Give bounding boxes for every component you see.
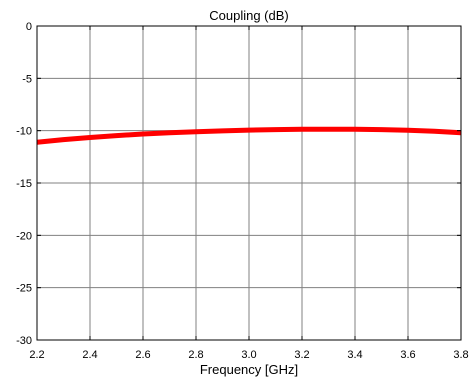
- x-axis-title: Frequency [GHz]: [200, 362, 298, 377]
- x-tick-label: 2.8: [188, 349, 203, 361]
- y-tick-label: -20: [16, 230, 32, 242]
- y-tick-label: -15: [16, 178, 32, 190]
- y-tick-label: -30: [16, 335, 32, 347]
- x-tick-label: 2.6: [135, 349, 150, 361]
- x-tick-label: 2.4: [82, 349, 97, 361]
- x-tick-label: 3.4: [347, 349, 362, 361]
- x-tick-label: 3.2: [294, 349, 309, 361]
- y-tick-label: -5: [22, 73, 32, 85]
- chart-title: Coupling (dB): [209, 8, 289, 23]
- y-tick-label: 0: [26, 21, 32, 33]
- x-tick-label: 3.6: [400, 349, 415, 361]
- axis-ticks: [36, 25, 462, 341]
- series-line: [36, 126, 462, 145]
- x-tick-label: 2.2: [29, 349, 44, 361]
- y-tick-labels: 0 -5 -10 -15 -20 -25 -30: [16, 21, 32, 347]
- y-tick-label: -10: [16, 126, 32, 138]
- x-tick-label: 3.8: [453, 349, 468, 361]
- grid: [37, 26, 461, 340]
- x-tick-labels: 2.2 2.4 2.6 2.8 3.0 3.2 3.4 3.6 3.8: [29, 349, 468, 361]
- x-tick-label: 3.0: [241, 349, 256, 361]
- series-group: [36, 126, 462, 145]
- y-tick-label: -25: [16, 283, 32, 295]
